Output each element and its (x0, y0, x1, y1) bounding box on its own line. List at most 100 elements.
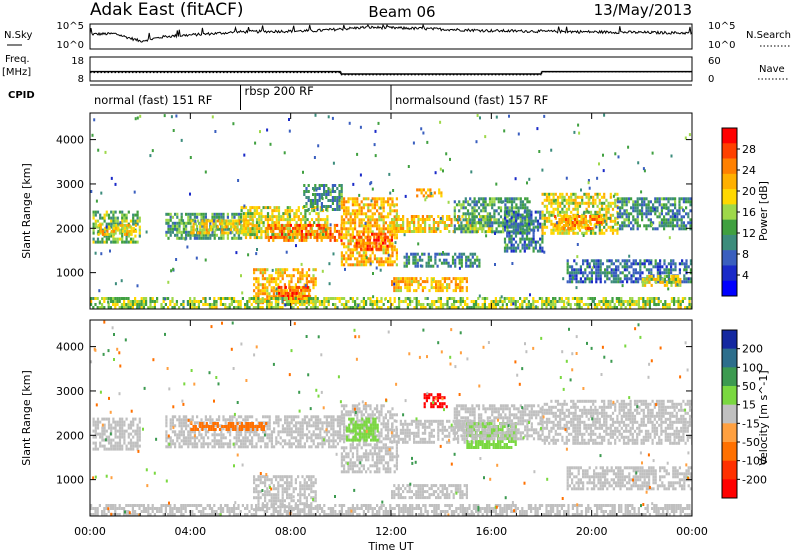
heatmap-noise-cell (104, 150, 107, 154)
heatmap-cell (287, 232, 290, 236)
heatmap-noise-cell (458, 266, 461, 270)
heatmap-cell (589, 222, 593, 226)
heatmap-cell (343, 206, 346, 210)
heatmap-cell (393, 280, 396, 284)
heatmap-cell (680, 197, 683, 201)
heatmap-cell (478, 261, 481, 265)
heatmap-cell (255, 286, 258, 290)
heatmap-cell (387, 257, 390, 261)
heatmap-cell (404, 286, 407, 290)
heatmap-cell (685, 200, 688, 204)
heatmap-cell (413, 230, 416, 233)
heatmap-cell (114, 444, 117, 448)
heatmap-cell (438, 258, 441, 262)
heatmap-noise-cell (388, 172, 391, 176)
heatmap-cell (242, 215, 245, 219)
heatmap-cell (235, 306, 238, 309)
heatmap-cell (471, 215, 474, 219)
heatmap-cell (636, 221, 639, 225)
heatmap-cell (611, 213, 615, 217)
heatmap-cell (313, 221, 316, 225)
heatmap-cell (277, 215, 281, 219)
heatmap-cell (600, 215, 603, 218)
heatmap-cell (525, 210, 529, 214)
heatmap-cell (417, 303, 420, 306)
heatmap-noise-cell (507, 211, 510, 214)
heatmap-cell (277, 224, 281, 228)
heatmap-cell (585, 207, 588, 211)
heatmap-cell (110, 231, 113, 235)
heatmap-cell (588, 265, 591, 269)
heatmap-cell (165, 445, 168, 449)
heatmap-cell (213, 224, 216, 228)
heatmap-cell (677, 300, 680, 303)
heatmap-cell (220, 427, 223, 431)
heatmap-cell (645, 268, 648, 272)
heatmap-cell (587, 210, 590, 214)
heatmap-noise-cell (403, 233, 406, 237)
heatmap-cell (101, 432, 104, 436)
heatmap-cell (378, 206, 381, 210)
heatmap-cell (492, 300, 495, 303)
heatmap-cell (440, 194, 443, 198)
heatmap-cell (628, 259, 631, 263)
heatmap-cell (501, 300, 504, 303)
heatmap-cell (388, 244, 391, 248)
heatmap-cell (320, 226, 323, 230)
heatmap-cell (508, 197, 511, 201)
heatmap-cell (365, 230, 368, 234)
heatmap-cell (316, 205, 319, 208)
heatmap-cell (180, 424, 183, 428)
heatmap-noise-cell (392, 189, 395, 192)
heatmap-cell (318, 184, 321, 187)
heatmap-cell (94, 447, 97, 451)
heatmap-cell (595, 262, 598, 266)
heatmap-cell (463, 277, 466, 281)
heatmap-cell (376, 209, 379, 213)
heatmap-cell (92, 441, 95, 445)
heatmap-cell (132, 429, 135, 433)
heatmap-cell (685, 227, 688, 231)
heatmap-cell (541, 201, 544, 205)
heatmap-cell (244, 306, 247, 309)
heatmap-cell (261, 297, 264, 300)
heatmap-cell (670, 277, 673, 281)
heatmap-cell (583, 225, 586, 229)
heatmap-cell (292, 226, 295, 230)
heatmap-cell (615, 259, 618, 263)
heatmap-cell (375, 241, 378, 245)
heatmap-cell (587, 195, 590, 199)
heatmap-cell (378, 215, 381, 219)
heatmap-cell (331, 232, 334, 236)
heatmap-noise-cell (195, 256, 198, 260)
heatmap-cell (541, 213, 544, 217)
heatmap-cell (636, 206, 639, 210)
heatmap-cell (408, 280, 411, 284)
heatmap-cell (192, 225, 195, 229)
heatmap-cell (619, 271, 622, 275)
heatmap-cell (440, 252, 444, 256)
heatmap-cell (204, 415, 207, 419)
heatmap-cell (138, 219, 141, 223)
heatmap-cell (277, 283, 280, 287)
heatmap-cell (312, 283, 315, 287)
heatmap-cell (266, 218, 270, 222)
heatmap-cell (125, 306, 128, 309)
heatmap-cell (209, 233, 212, 237)
heatmap-cell (110, 429, 113, 433)
heatmap-cell (627, 200, 630, 204)
cpid-mode-label: rbsp 200 RF (245, 84, 314, 98)
heatmap-cell (615, 271, 618, 275)
heatmap-cell (120, 306, 123, 309)
heatmap-cell (517, 197, 520, 201)
heatmap-cell (528, 216, 531, 220)
heatmap-cell (215, 233, 218, 237)
heatmap-cell (460, 227, 463, 231)
heatmap-cell (543, 204, 546, 208)
heatmap-noise-cell (602, 169, 605, 173)
heatmap-noise-cell (555, 221, 558, 225)
heatmap-cell (192, 231, 195, 235)
heatmap-cell (314, 300, 317, 303)
heatmap-cell (190, 219, 193, 223)
